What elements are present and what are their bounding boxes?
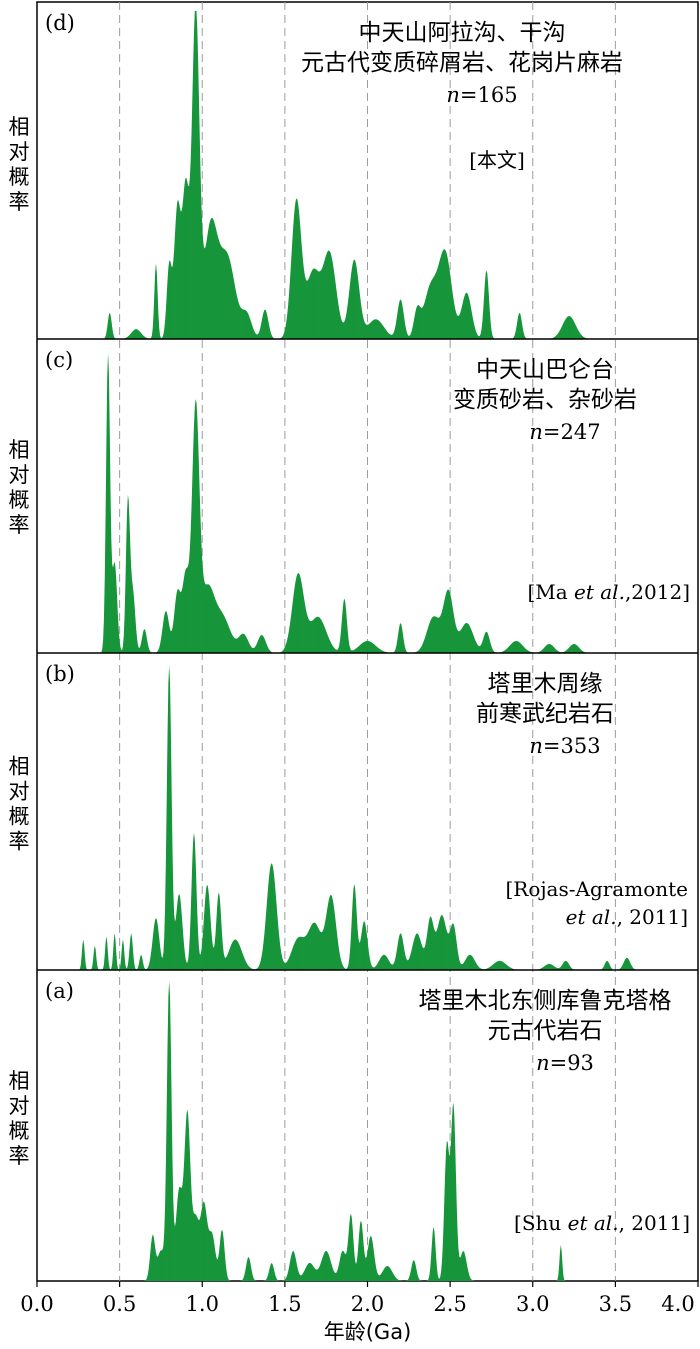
panel-title-line: 中天山巴仑台 [476,357,614,383]
density-area [37,353,698,653]
x-tick-label: 4.0 [661,1292,694,1316]
panel-title-line: 变质砂岩、杂砂岩 [453,387,637,413]
panel-title-line: 元古代变质碎屑岩、花岗片麻岩 [301,50,623,76]
sample-count: n=93 [536,1051,594,1075]
panel-label: (b) [45,662,75,686]
x-tick-label: 0.0 [20,1292,53,1316]
x-tick-label: 0.5 [103,1292,136,1316]
sample-count: n=247 [529,420,600,444]
panel-label: (c) [45,348,73,372]
panel-separators [37,338,698,971]
x-tick-label: 3.5 [599,1292,632,1316]
reference-label: [本文] [469,148,525,172]
panel-title-line: 元古代岩石 [488,1018,603,1044]
panel-title-line: 塔里木北东侧库鲁克塔格 [419,988,672,1014]
reference-label: et al., 2011] [566,905,688,929]
panels: (d)相对概率中天山阿拉沟、干沟元古代变质碎屑岩、花岗片麻岩n=165[本文](… [9,11,698,1281]
reference-label: [Rojas-Agramonte [505,877,688,901]
panel-title-line: 塔里木周缘 [488,671,603,697]
reference-label: [Shu et al., 2011] [514,1211,690,1235]
sample-count: n=165 [446,83,517,107]
panel-label: (a) [45,979,74,1003]
x-tick-label: 3.0 [516,1292,549,1316]
panel-label: (d) [45,11,75,35]
y-axis-label: 相对概率 [9,1069,30,1168]
x-axis-label: 年龄(Ga) [324,1320,412,1344]
x-tick-label: 1.0 [186,1292,219,1316]
panel-title-line: 中天山阿拉沟、干沟 [359,20,566,46]
density-area [37,11,698,339]
x-tick-label: 2.5 [433,1292,466,1316]
reference-label: [Ma et al.,2012] [527,580,690,604]
y-axis-label: 相对概率 [9,755,30,854]
x-tick-label: 1.5 [268,1292,301,1316]
y-axis-label: 相对概率 [9,115,30,214]
sample-count: n=353 [529,734,600,758]
y-axis-label: 相对概率 [9,438,30,537]
panel-title-line: 前寒武纪岩石 [476,701,614,727]
x-axis: 0.0 0.5 1.0 1.5 2.0 2.5 3.0 3.5 4.0 年龄(Ga) [20,1281,699,1344]
density-area [37,981,698,1281]
x-tick-label: 2.0 [351,1292,384,1316]
density-area [37,665,698,970]
